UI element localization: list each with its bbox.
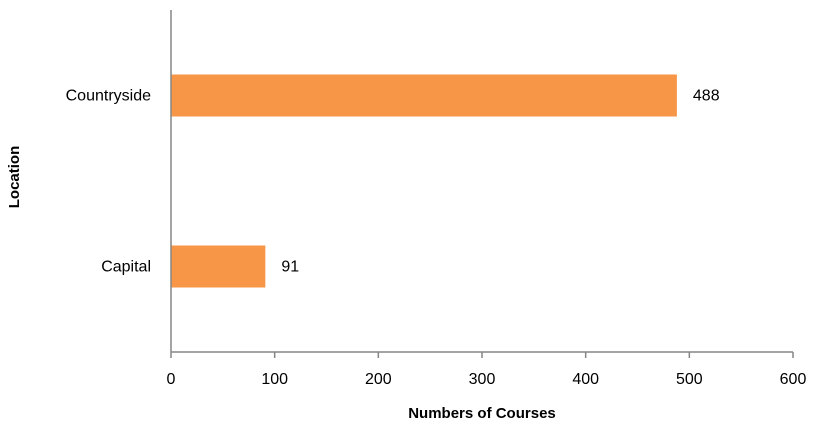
- bar-capital: [171, 245, 266, 288]
- x-tick-label: 600: [780, 371, 807, 388]
- x-tick-label: 400: [572, 371, 599, 388]
- bar-countryside: [171, 74, 677, 117]
- x-tick-label: 500: [676, 371, 703, 388]
- data-label-capital: 91: [281, 259, 299, 276]
- x-tick-label: 300: [469, 371, 496, 388]
- axes-layer: [170, 10, 793, 353]
- data-label-countryside: 488: [693, 88, 720, 105]
- x-tick-label: 0: [167, 371, 176, 388]
- category-label-capital: Capital: [101, 259, 151, 276]
- x-axis-title: Numbers of Courses: [408, 405, 556, 421]
- bars-layer: [171, 74, 677, 288]
- y-axis-title: Location: [6, 146, 23, 209]
- category-label-countryside: Countryside: [66, 88, 151, 105]
- x-ticks: 0 100 200 300 400 500 600: [167, 352, 807, 388]
- x-tick-label: 200: [365, 371, 392, 388]
- labels-layer: Countryside 488 Capital 91: [66, 88, 720, 276]
- x-tick-label: 100: [261, 371, 288, 388]
